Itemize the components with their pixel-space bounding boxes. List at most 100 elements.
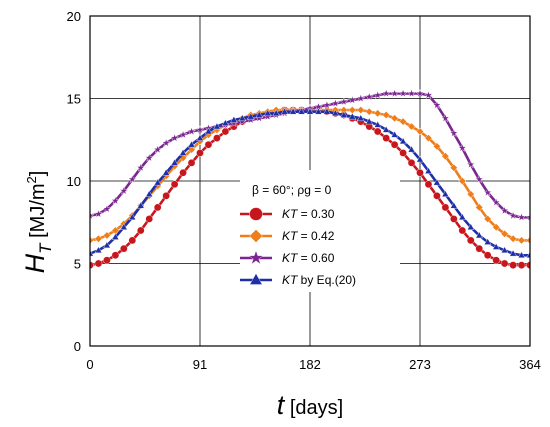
legend-entry: KT by Eq.(20) (240, 273, 356, 287)
data-point (382, 125, 390, 133)
data-point (178, 130, 188, 139)
data-point (517, 261, 526, 269)
data-point (145, 190, 153, 197)
legend-label: KT = 0.60 (282, 251, 335, 265)
data-point (365, 107, 374, 116)
data-point (94, 234, 103, 243)
data-point (170, 158, 179, 166)
data-point (416, 168, 424, 177)
data-point (450, 215, 458, 223)
data-point (247, 112, 255, 120)
data-point (263, 109, 272, 117)
data-point (204, 140, 213, 149)
data-point (187, 126, 197, 136)
data-point (90, 249, 94, 257)
data-point (196, 149, 204, 157)
data-point (449, 128, 459, 138)
data-point (407, 159, 416, 167)
data-point (500, 205, 510, 215)
data-point (440, 113, 450, 123)
data-point (423, 90, 433, 100)
data-point (500, 259, 509, 268)
data-point (390, 114, 399, 123)
data-point (136, 226, 145, 235)
data-point (136, 163, 146, 172)
data-point (347, 95, 357, 105)
data-point (467, 223, 475, 230)
data-point (179, 168, 187, 177)
data-point (145, 215, 154, 223)
data-point (475, 231, 483, 239)
y-tick-label: 10 (67, 174, 81, 189)
data-point (187, 140, 196, 148)
data-point (483, 238, 492, 245)
data-point (356, 93, 366, 103)
data-point (424, 180, 433, 189)
data-point (340, 110, 348, 118)
data-point (475, 203, 484, 212)
legend-label: KT by Eq.(20) (282, 273, 356, 287)
data-point (195, 125, 205, 134)
legend-entry: KT = 0.42 (240, 229, 335, 243)
y-axis-unit-end: ] (27, 171, 49, 177)
data-point (306, 107, 314, 115)
data-point (111, 233, 120, 240)
legend-label: KT = 0.30 (282, 207, 335, 221)
data-point (128, 236, 137, 245)
data-point (398, 88, 408, 98)
data-point (162, 192, 170, 200)
data-point (272, 109, 280, 117)
data-point (399, 117, 407, 126)
legend-marker (249, 273, 263, 285)
data-point (357, 114, 365, 122)
data-point (110, 196, 120, 205)
data-point (466, 159, 476, 169)
data-point (491, 197, 501, 207)
data-point (356, 106, 365, 114)
data-point (492, 256, 500, 265)
data-point (441, 203, 450, 212)
data-point (407, 122, 416, 131)
data-point (153, 178, 162, 186)
data-point (196, 134, 204, 141)
data-point (348, 106, 357, 114)
data-point (339, 97, 349, 106)
data-point (373, 120, 382, 128)
data-point (500, 229, 509, 238)
x-tick-label: 0 (86, 357, 93, 372)
data-point (153, 144, 163, 154)
data-point (517, 236, 526, 245)
data-point (483, 215, 492, 223)
data-point (120, 244, 128, 253)
data-point (433, 178, 441, 186)
data-point (102, 204, 112, 213)
data-point (458, 177, 467, 185)
data-point (90, 236, 94, 245)
data-point (433, 192, 441, 200)
x-tick-label: 273 (409, 357, 431, 372)
data-point (517, 212, 527, 222)
data-point (475, 244, 484, 253)
legend-marker (248, 249, 264, 265)
data-point (137, 201, 145, 209)
tick-labels: 0 91 182 273 364 0 5 10 15 20 (67, 9, 541, 372)
data-point (399, 137, 407, 145)
x-tick-label: 182 (299, 357, 321, 372)
data-point (153, 203, 162, 212)
x-tick-label: 364 (519, 357, 541, 372)
data-point (322, 100, 332, 109)
data-point (221, 127, 230, 136)
data-point (432, 100, 442, 109)
y-tick-label: 0 (74, 339, 81, 354)
data-point (433, 142, 441, 151)
data-point (204, 127, 213, 135)
data-point (323, 107, 331, 115)
data-point (450, 201, 458, 209)
data-point (373, 127, 382, 136)
legend-entry: KT = 0.30 (240, 207, 335, 221)
data-point (93, 209, 103, 218)
data-point (509, 261, 517, 269)
data-point (508, 210, 518, 220)
data-point (441, 190, 450, 197)
